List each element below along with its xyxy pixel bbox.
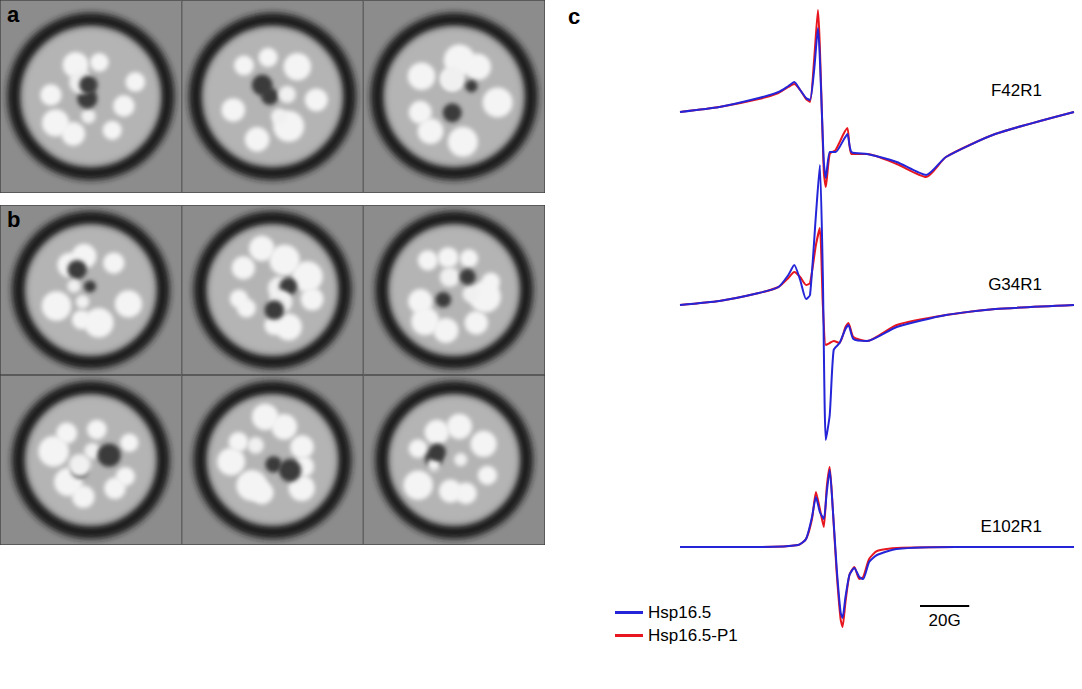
- svg-text:Hsp16.5-P1: Hsp16.5-P1: [648, 626, 738, 645]
- svg-text:E102R1: E102R1: [981, 517, 1042, 536]
- svg-text:a: a: [7, 2, 20, 27]
- svg-text:F42R1: F42R1: [991, 81, 1042, 100]
- svg-text:Hsp16.5: Hsp16.5: [648, 603, 711, 622]
- svg-text:G34R1: G34R1: [988, 275, 1042, 294]
- svg-text:20G: 20G: [929, 611, 961, 630]
- svg-text:b: b: [7, 207, 20, 232]
- html-text:c: c: [568, 4, 581, 29]
